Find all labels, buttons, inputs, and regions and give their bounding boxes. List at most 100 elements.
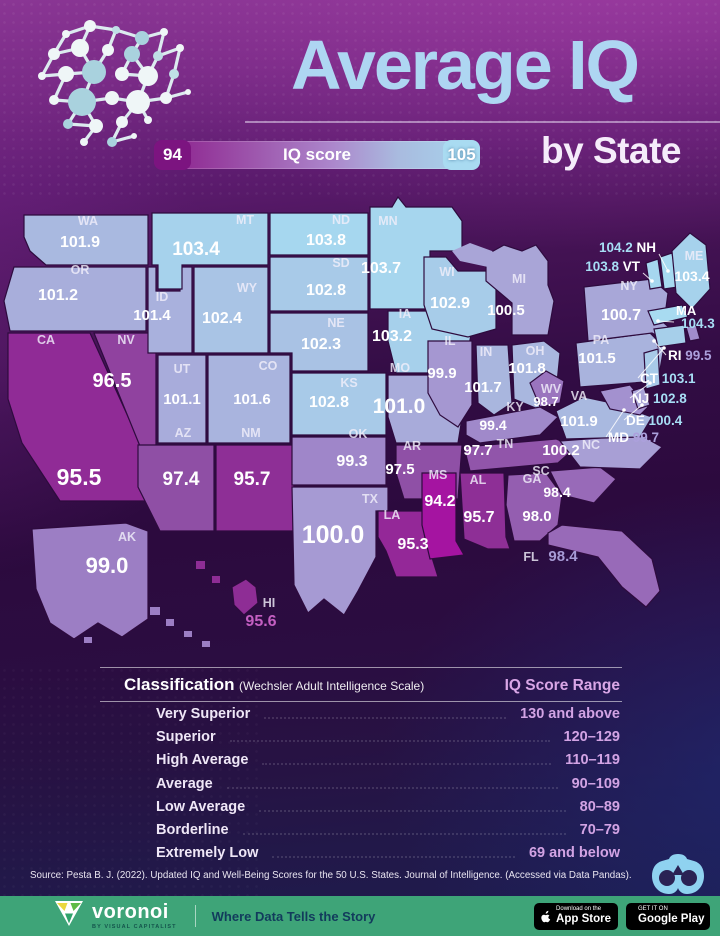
classification-label: Superior	[156, 728, 216, 745]
subtitle: by State	[541, 130, 681, 171]
page-title: Average IQ	[290, 26, 640, 104]
table-row: High Average 110–119	[100, 749, 622, 772]
state-abbr-OH: OH	[526, 344, 545, 358]
state-NE	[269, 312, 369, 372]
map-decor	[150, 607, 160, 615]
state-TN	[463, 438, 578, 472]
row-leader-dots	[264, 709, 507, 719]
state-abbr-WA: WA	[78, 214, 98, 228]
state-KS	[291, 372, 387, 436]
legend-gradient-bar	[154, 141, 480, 169]
callout-dot-MA	[656, 319, 660, 323]
map-decor	[452, 243, 500, 267]
state-value-ID: 101.4	[133, 307, 171, 324]
source-note: Source: Pesta B. J. (2022). Updated IQ a…	[30, 870, 632, 881]
google-play-badge-small-text: GET IT ON	[638, 906, 668, 913]
callout-line-MA	[657, 320, 675, 323]
map-decor	[84, 637, 92, 643]
google-play-badge-big-text: Google Play	[638, 913, 705, 926]
state-abbr-MO: MO	[390, 361, 410, 375]
legend-min-value: 94	[154, 140, 191, 170]
state-VA	[555, 396, 653, 440]
state-abbr-WY: WY	[237, 281, 258, 295]
state-abbr-AR: AR	[403, 439, 421, 453]
callout-abbr-MA: MA	[676, 303, 697, 318]
state-WA	[23, 214, 149, 266]
binoculars-icon	[650, 852, 706, 901]
callout-dot-DE	[640, 403, 644, 407]
callout-line-NH	[658, 253, 669, 272]
row-leader-dots	[242, 825, 566, 836]
state-abbr-TX: TX	[362, 492, 379, 506]
classification-range: 80–89	[579, 798, 620, 815]
state-WI	[423, 256, 497, 338]
state-value-PA: 101.5	[578, 350, 616, 367]
state-abbr-MI: MI	[512, 272, 526, 286]
state-abbr-ND: ND	[332, 213, 350, 227]
state-AZ	[137, 444, 215, 532]
state-abbr-WV: WV	[541, 382, 562, 396]
state-VT	[645, 258, 663, 290]
state-abbr-FL: FL	[523, 550, 539, 564]
state-CA	[7, 332, 151, 502]
callout-dot-RI	[652, 339, 656, 343]
state-IN	[475, 344, 513, 416]
map-decor	[166, 619, 174, 626]
footer-tagline: Where Data Tells the Story	[211, 908, 376, 924]
app-store-badge[interactable]: Download on the App Store	[534, 902, 618, 930]
title-divider	[245, 121, 720, 123]
map-decor	[196, 561, 205, 569]
legend-label: IQ score	[282, 145, 352, 164]
state-abbr-OK: OK	[349, 427, 368, 441]
callout-MD: MD 99.7	[608, 430, 659, 445]
footer-divider	[194, 905, 196, 927]
state-value-OR: 101.2	[38, 287, 78, 304]
state-abbr-AK: AK	[118, 530, 136, 544]
state-abbr-NE: NE	[327, 316, 344, 330]
state-abbr-NM: NM	[241, 426, 260, 440]
table-row: Extremely Low 69 and below	[100, 842, 622, 865]
state-value-AL: 95.7	[463, 509, 494, 526]
row-leader-dots	[229, 732, 550, 742]
state-value-NE: 102.3	[301, 336, 341, 353]
state-abbr-KS: KS	[340, 376, 357, 390]
classification-table-header: Classification (Wechsler Adult Intellige…	[100, 667, 622, 702]
callout-line-CT	[637, 347, 665, 379]
state-value-WA: 101.9	[60, 234, 100, 251]
state-abbr-IL: IL	[444, 334, 455, 348]
state-value-VA: 101.9	[560, 413, 598, 430]
classification-range: 90–109	[571, 775, 620, 792]
state-abbr-MS: MS	[429, 468, 448, 482]
state-value-MT: 103.4	[172, 239, 220, 260]
state-value-IN: 101.7	[464, 379, 502, 396]
classification-range: 110–119	[565, 752, 620, 769]
state-abbr-CA: CA	[37, 333, 55, 347]
state-NJ	[643, 348, 661, 390]
state-value-GA: 98.0	[522, 508, 551, 525]
state-value-CO: 101.6	[233, 391, 271, 408]
state-value-AZ: 97.4	[163, 469, 200, 490]
state-value-MI: 100.5	[487, 302, 525, 319]
state-value-ME: 103.4	[674, 268, 709, 284]
state-ME	[671, 232, 711, 310]
classification-subheader: (Wechsler Adult Intelligence Scale)	[239, 679, 425, 693]
state-TX	[291, 486, 389, 616]
state-value-WV: 98.7	[533, 394, 558, 409]
state-ND	[269, 212, 369, 256]
state-value-OH: 101.8	[508, 360, 546, 377]
table-row: Average 90–109	[100, 772, 622, 795]
state-value-MS: 94.2	[424, 493, 455, 510]
table-row: Superior 120–129	[100, 725, 622, 748]
state-value-NC: 100.2	[542, 442, 580, 459]
row-leader-dots	[262, 755, 552, 766]
google-play-badge[interactable]: GET IT ON Google Play	[626, 902, 710, 930]
callout-NH: 104.2 NH	[599, 240, 656, 255]
state-abbr-MT: MT	[236, 213, 254, 227]
row-leader-dots	[259, 802, 566, 812]
state-abbr-NC: NC	[582, 438, 600, 452]
state-abbr-NV: NV	[117, 333, 135, 347]
state-abbr-UT: UT	[174, 362, 191, 376]
state-abbr-MN: MN	[378, 214, 397, 228]
state-abbr-KY: KY	[506, 400, 524, 414]
